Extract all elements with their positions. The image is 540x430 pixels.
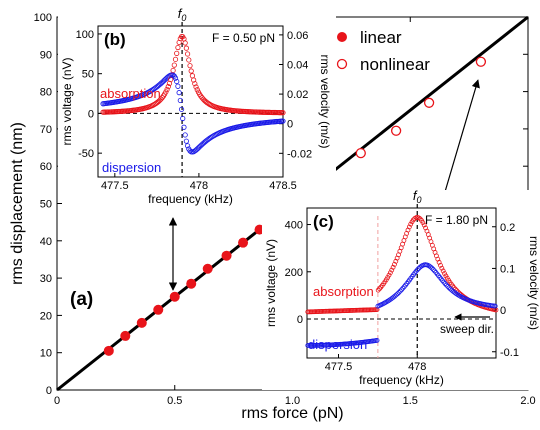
inset_c-f0-subscript: 0 (417, 195, 422, 205)
linear-data-point (120, 331, 130, 341)
inset_b-x-tick-label: 477.5 (101, 180, 129, 192)
main-y-tick-label: 0 (46, 385, 52, 397)
main-y-tick-label: 10 (40, 348, 52, 360)
main-y-tick-label: 80 (40, 87, 52, 99)
main-x-tick-label: 1.5 (403, 395, 418, 407)
arrow-inset-c-to-point (442, 80, 478, 202)
inset_b-y-tick-label-right: -0.02 (287, 148, 312, 160)
inset_b-y-axis-label-right: rms velocity (m/s) (318, 55, 332, 149)
linear-data-point (104, 346, 114, 356)
main-y-tick-label: 50 (40, 199, 52, 211)
inset_b-panel-label: (b) (104, 30, 126, 49)
main-x-tick-label: 2.0 (520, 395, 535, 407)
inset-c-dispersion-label: dispersion (308, 337, 367, 352)
main-x-tick-label: 0 (54, 395, 60, 407)
linear-data-point (186, 279, 196, 289)
inset_b-group: 477.5 478 478.5 -50 0 50 100 -0.02 0 0.02 0.04 0.06… (58, 6, 336, 206)
inset_c-y-tick-label-left: 0 (297, 314, 303, 326)
main-y-tick-label: 40 (40, 236, 52, 248)
linear-data-point (203, 264, 213, 274)
linear-data-point (238, 238, 248, 248)
inset_c-y-tick-label-right: 0.1 (500, 263, 515, 275)
inset_c-y-tick-label-left: 400 (285, 220, 303, 232)
nonlinear-data-point (356, 149, 365, 158)
nonlinear-data-point (476, 57, 485, 66)
inset_c-y-axis-label-right: rms velocity (m/s) (527, 236, 540, 330)
inset_b-y-tick-label-left: -50 (78, 148, 94, 160)
inset_b-y-tick-label-right: 0.02 (287, 89, 308, 101)
inset_b-y-tick-label-right: 0.06 (287, 30, 308, 42)
inset_c-y-tick-label-left: 200 (285, 267, 303, 279)
inset_c-force-annotation: F = 1.80 pN (425, 213, 488, 227)
linear-data-point (170, 292, 180, 302)
nonlinear-data-point (425, 98, 434, 107)
main-y-tick-label: 100 (34, 12, 52, 24)
main-y-tick-label: 30 (40, 273, 52, 285)
main-y-tick-label: 90 (40, 49, 52, 61)
inset_c-x-tick-label: 477.5 (325, 361, 353, 373)
inset_b-y-tick-label-left: 0 (88, 108, 94, 120)
legend-linear-label: linear (360, 28, 402, 47)
nonlinear-data-point (392, 126, 401, 135)
inset_c-y-axis-label-left: rms voltage (nV) (264, 239, 278, 327)
main-x-axis-label: rms force (pN) (241, 405, 343, 422)
sweep-direction-label: sweep dir. (440, 322, 494, 336)
panel-label-a: (a) (70, 289, 93, 310)
inset_c-y-tick-label-right: 0 (500, 305, 506, 317)
inset_c-x-axis-label: frequency (kHz) (359, 373, 444, 387)
inset_b-x-tick-label: 478 (190, 180, 208, 192)
main-y-axis-label: rms displacement (nm) (9, 122, 26, 285)
inset_b-y-axis-label-left: rms voltage (nV) (60, 57, 74, 145)
inset_b-y-tick-label-right: 0.04 (287, 59, 308, 71)
inset-b-absorption-label: absorption (100, 86, 161, 101)
linear-data-point (153, 305, 163, 315)
inset_c-group: 477.5 478 0 200 400 -0.1 0 0.1 0.2 frequency (kHz… (262, 188, 540, 390)
main-x-tick-label: 0.5 (167, 395, 182, 407)
inset-b-dispersion-label: dispersion (102, 160, 161, 175)
inset_b-x-axis-label: frequency (kHz) (148, 192, 233, 206)
main-y-tick-label: 20 (40, 310, 52, 322)
inset_b-y-tick-label-left: 100 (76, 29, 94, 41)
inset_b-y-tick-label-left: 50 (82, 69, 94, 81)
inset_c-y-tick-label-right: 0.2 (500, 222, 515, 234)
main-y-tick-label: 60 (40, 161, 52, 173)
legend-nonlinear-marker (338, 60, 347, 69)
inset_b-f0-subscript: 0 (181, 13, 186, 23)
inset_b-force-annotation: F = 0.50 pN (212, 31, 275, 45)
linear-data-point (137, 318, 147, 328)
inset-c-absorption-label: absorption (313, 284, 374, 299)
inset_c-x-tick-label: 478 (408, 361, 426, 373)
legend-nonlinear-label: nonlinear (360, 55, 430, 74)
inset_c-y-tick-label-right: -0.1 (500, 347, 519, 359)
main-y-tick-label: 70 (40, 124, 52, 136)
inset_b-y-tick-label-right: 0 (287, 119, 293, 131)
inset_c-panel-label: (c) (313, 212, 334, 231)
linear-data-point (222, 251, 232, 261)
legend-linear-marker (337, 32, 347, 42)
